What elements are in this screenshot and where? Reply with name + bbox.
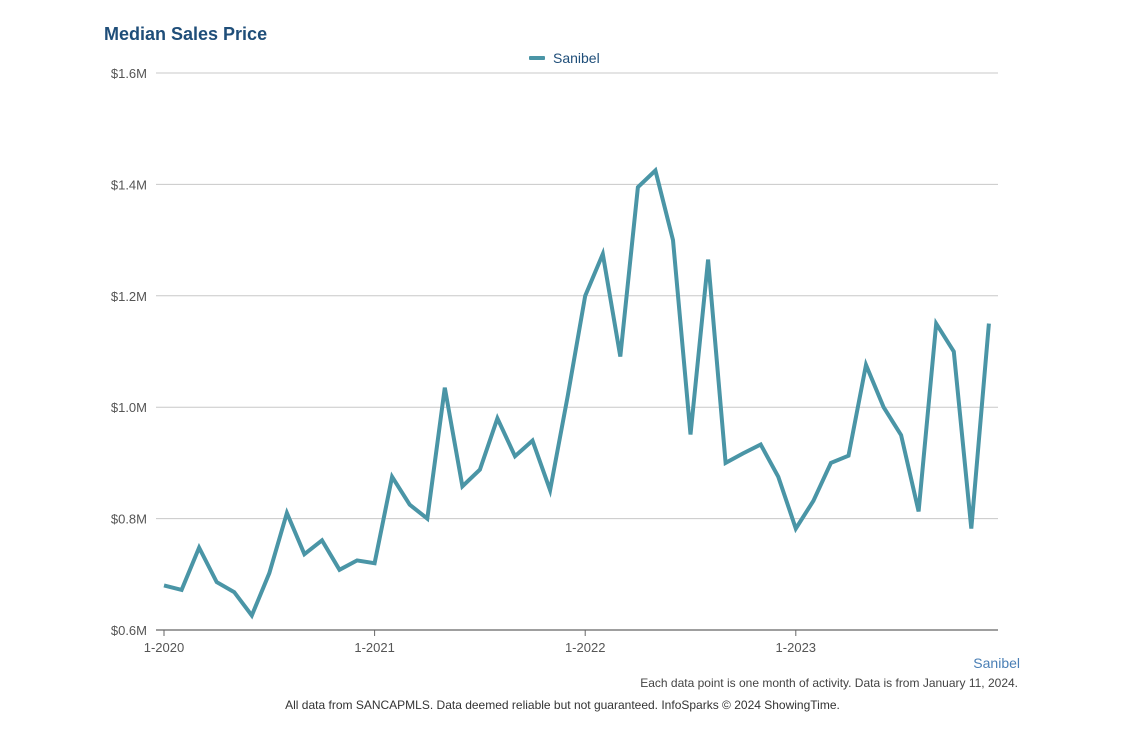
y-tick-label: $1.4M xyxy=(111,177,147,192)
x-tick-label: 1-2021 xyxy=(354,640,394,655)
chart-title: Median Sales Price xyxy=(104,24,268,44)
x-tick-label: 1-2020 xyxy=(144,640,184,655)
legend-swatch xyxy=(529,56,545,60)
y-tick-label: $1.2M xyxy=(111,289,147,304)
source-note: All data from SANCAPMLS. Data deemed rel… xyxy=(285,698,840,712)
y-tick-label: $0.6M xyxy=(111,623,147,638)
y-tick-label: $1.0M xyxy=(111,400,147,415)
data-note: Each data point is one month of activity… xyxy=(640,676,1018,690)
x-tick-label: 1-2022 xyxy=(565,640,605,655)
series-line-sanibel xyxy=(163,166,991,620)
x-tick-label: 1-2023 xyxy=(776,640,816,655)
y-tick-label: $1.6M xyxy=(111,66,147,81)
region-label[interactable]: Sanibel xyxy=(973,655,1020,671)
y-tick-label: $0.8M xyxy=(111,512,147,527)
legend-label: Sanibel xyxy=(553,50,600,66)
legend[interactable]: Sanibel xyxy=(529,50,600,66)
